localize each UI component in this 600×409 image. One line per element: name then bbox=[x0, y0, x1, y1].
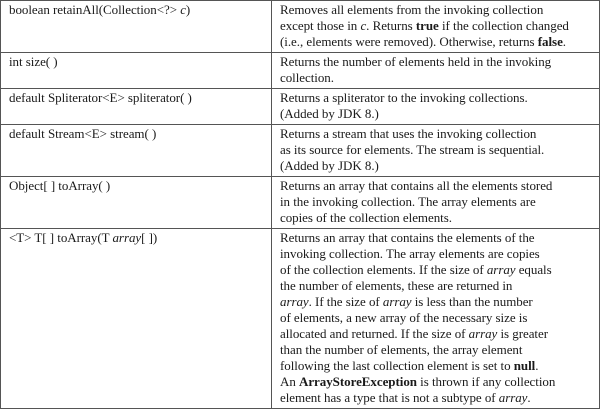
method-description: Returns an array that contains all the e… bbox=[271, 176, 600, 229]
method-signature: Object[ ] toArray( ) bbox=[0, 176, 272, 229]
signature-text: ) bbox=[185, 2, 191, 17]
description-line: Removes all elements from the invoking c… bbox=[280, 2, 544, 17]
signature-text: default Spliterator<E> spliterator( ) bbox=[9, 90, 192, 105]
method-description: Removes all elements from the invoking c… bbox=[271, 0, 600, 53]
param-name: array bbox=[280, 294, 309, 309]
table-row: Object[ ] toArray( ) Returns an array th… bbox=[0, 176, 600, 229]
description-line: (Added by JDK 8.) bbox=[280, 106, 379, 121]
table-row: default Spliterator<E> spliterator( ) Re… bbox=[0, 88, 600, 125]
table-row: default Stream<E> stream( ) Returns a st… bbox=[0, 124, 600, 177]
param-name: c bbox=[360, 18, 367, 33]
method-description: Returns the number of elements held in t… bbox=[271, 52, 600, 89]
description-line: as its source for elements. The stream i… bbox=[280, 142, 545, 157]
signature-text: Object[ ] toArray( ) bbox=[9, 178, 111, 193]
description-line: Returns a spliterator to the invoking co… bbox=[280, 90, 528, 105]
param-name: array bbox=[498, 390, 528, 405]
description-line: An ArrayStoreException is thrown if any … bbox=[280, 374, 556, 389]
table-row: boolean retainAll(Collection<?> c) Remov… bbox=[0, 0, 600, 53]
param-name: array bbox=[486, 262, 516, 277]
description-line: collection. bbox=[280, 70, 334, 85]
method-description: Returns a spliterator to the invoking co… bbox=[271, 88, 600, 125]
param-name: c bbox=[180, 2, 186, 17]
param-name: array bbox=[382, 294, 412, 309]
method-signature: boolean retainAll(Collection<?> c) bbox=[0, 0, 272, 53]
description-line: the number of elements, these are return… bbox=[280, 278, 513, 293]
keyword: ArrayStoreException bbox=[299, 374, 417, 389]
description-line: except those in c. Returns true if the c… bbox=[280, 18, 569, 33]
description-line: (Added by JDK 8.) bbox=[280, 158, 379, 173]
description-line: Returns an array that contains all the e… bbox=[280, 178, 553, 193]
description-line: Returns an array that contains the eleme… bbox=[280, 230, 535, 245]
description-line: of the collection elements. If the size … bbox=[280, 262, 552, 277]
signature-text: [ ]) bbox=[141, 230, 158, 245]
description-line: element has a type that is not a subtype… bbox=[280, 390, 531, 405]
description-line: Returns the number of elements held in t… bbox=[280, 54, 552, 69]
signature-text: boolean retainAll(Collection<?> bbox=[9, 2, 181, 17]
description-line: following the last collection element is… bbox=[280, 358, 539, 373]
description-line: allocated and returned. If the size of a… bbox=[280, 326, 548, 341]
description-line: array. If the size of array is less than… bbox=[280, 294, 533, 309]
param-name: array bbox=[468, 326, 498, 341]
description-line: than the number of elements, the array e… bbox=[280, 342, 523, 357]
method-description: Returns a stream that uses the invoking … bbox=[271, 124, 600, 177]
signature-text: <T> T[ ] toArray(T bbox=[9, 230, 113, 245]
description-line: copies of the collection elements. bbox=[280, 210, 452, 225]
description-line: in the invoking collection. The array el… bbox=[280, 194, 536, 209]
description-line: Returns a stream that uses the invoking … bbox=[280, 126, 537, 141]
method-description: Returns an array that contains the eleme… bbox=[271, 228, 600, 409]
description-line: (i.e., elements were removed). Otherwise… bbox=[280, 34, 566, 49]
method-signature: int size( ) bbox=[0, 52, 272, 89]
method-signature: default Spliterator<E> spliterator( ) bbox=[0, 88, 272, 125]
method-signature: default Stream<E> stream( ) bbox=[0, 124, 272, 177]
param-name: array bbox=[112, 230, 142, 245]
description-line: of elements, a new array of the necessar… bbox=[280, 310, 528, 325]
table-row: <T> T[ ] toArray(T array[ ]) Returns an … bbox=[0, 228, 600, 409]
keyword: false bbox=[537, 34, 563, 49]
method-signature: <T> T[ ] toArray(T array[ ]) bbox=[0, 228, 272, 409]
signature-text: default Stream<E> stream( ) bbox=[9, 126, 157, 141]
keyword: null bbox=[513, 358, 536, 373]
signature-text: int size( ) bbox=[9, 54, 58, 69]
description-line: invoking collection. The array elements … bbox=[280, 246, 540, 261]
table-row: int size( ) Returns the number of elemen… bbox=[0, 52, 600, 89]
keyword: true bbox=[415, 18, 439, 33]
